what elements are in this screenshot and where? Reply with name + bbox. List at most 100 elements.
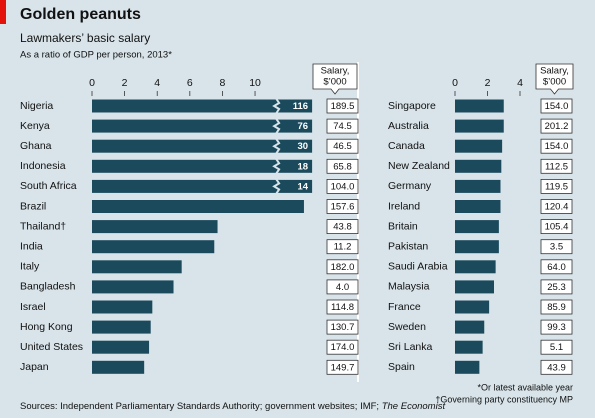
salary-header: Salary, — [321, 66, 350, 77]
x-tick-label: 8 — [220, 77, 226, 89]
salary-box — [540, 299, 573, 315]
bar — [455, 119, 504, 133]
salary-header: $’000 — [543, 77, 566, 88]
category-label: Malaysia — [388, 281, 430, 293]
salary-box — [540, 138, 573, 154]
salary-box — [326, 279, 359, 295]
bar-break — [272, 97, 281, 115]
salary-box — [540, 199, 573, 214]
salary-box — [540, 219, 573, 235]
salary-value: 43.8 — [333, 222, 352, 233]
bar — [455, 300, 490, 314]
salary-value: 154.0 — [545, 141, 569, 152]
bar — [92, 159, 313, 173]
salary-box — [540, 359, 573, 375]
bar — [455, 220, 499, 234]
salary-box — [540, 339, 573, 355]
salary-value: 130.7 — [331, 322, 355, 333]
bar — [92, 240, 215, 254]
salary-value: 3.5 — [550, 242, 563, 253]
x-tick-label: 10 — [249, 77, 261, 89]
salary-value: 104.0 — [331, 181, 355, 192]
salary-value: 154.0 — [545, 101, 569, 112]
category-label: Brazil — [20, 200, 46, 212]
salary-value: 43.9 — [547, 362, 566, 373]
category-label: Ghana — [20, 140, 52, 152]
salary-value: 189.5 — [331, 101, 355, 112]
red-mark — [0, 0, 6, 24]
category-label: Saudi Arabia — [388, 261, 448, 273]
salary-value: 46.5 — [333, 141, 352, 152]
salary-value: 105.4 — [545, 222, 569, 233]
category-label: Ireland — [388, 200, 420, 212]
bar — [455, 159, 502, 173]
subtitle-note: As a ratio of GDP per person, 2013* — [20, 50, 172, 61]
bar — [455, 240, 499, 254]
category-label: United States — [20, 341, 83, 353]
bar — [92, 340, 150, 354]
salary-value: 182.0 — [331, 262, 355, 273]
bar — [92, 200, 304, 213]
category-label: Singapore — [388, 100, 436, 112]
salary-box — [540, 98, 573, 114]
bar-break — [272, 138, 281, 155]
category-label: New Zealand — [388, 160, 450, 172]
bar — [455, 99, 504, 113]
salary-box — [326, 299, 359, 315]
salary-value: 119.5 — [545, 181, 568, 192]
salary-value: 112.5 — [545, 161, 568, 172]
bar — [455, 179, 501, 193]
category-label: Thailand† — [20, 220, 66, 232]
bar — [455, 280, 494, 294]
bar-value-label: 14 — [298, 181, 309, 192]
bar — [92, 99, 313, 113]
category-label: Bangladesh — [20, 281, 76, 293]
salary-box — [326, 239, 359, 255]
x-tick-label: 4 — [154, 77, 160, 89]
salary-value: 11.2 — [334, 242, 352, 253]
salary-box — [540, 118, 573, 134]
salary-box — [326, 98, 359, 114]
bar — [92, 280, 174, 294]
category-label: South Africa — [20, 180, 77, 192]
subtitle: Lawmakers’ basic salary — [20, 31, 150, 45]
x-tick-label: 2 — [122, 77, 128, 89]
salary-header: Salary, — [540, 66, 569, 77]
category-label: France — [388, 301, 421, 313]
bar — [455, 340, 483, 354]
salary-box — [326, 259, 359, 275]
salary-value: 99.3 — [547, 322, 566, 333]
category-label: Indonesia — [20, 160, 66, 172]
bar-value-label: 116 — [293, 101, 308, 112]
category-label: Pakistan — [388, 240, 428, 252]
bar — [92, 220, 218, 234]
salary-value: 120.4 — [545, 202, 569, 213]
category-label: Kenya — [20, 120, 50, 132]
salary-box — [326, 199, 359, 214]
salary-box — [540, 319, 573, 335]
salary-value: 5.1 — [550, 342, 563, 353]
salary-value: 114.8 — [331, 302, 354, 313]
category-label: Spain — [388, 361, 415, 373]
salary-box — [326, 359, 359, 375]
category-label: Germany — [388, 180, 432, 192]
salary-box — [326, 339, 359, 355]
salary-box — [326, 178, 359, 194]
bar — [92, 320, 151, 334]
category-label: Hong Kong — [20, 321, 73, 333]
salary-value: 74.5 — [333, 121, 352, 132]
salary-value: 149.7 — [331, 362, 355, 373]
salary-box — [540, 259, 573, 275]
category-label: Britain — [388, 220, 418, 232]
x-tick-label: 0 — [89, 77, 95, 89]
salary-value: 85.9 — [547, 302, 566, 313]
salary-box — [540, 158, 573, 174]
bar-break — [272, 158, 281, 175]
category-label: Sri Lanka — [388, 341, 433, 353]
footnote: †Governing party constituency MP — [435, 394, 573, 404]
source: Sources: Independent Parliamentary Stand… — [20, 401, 445, 412]
salary-value: 201.2 — [545, 121, 569, 132]
bar — [92, 139, 313, 153]
salary-value: 64.0 — [547, 262, 566, 273]
